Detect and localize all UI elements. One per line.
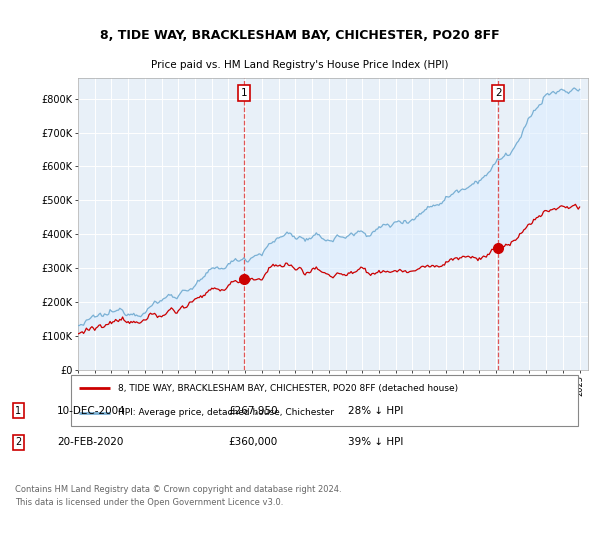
Text: 10-DEC-2004: 10-DEC-2004	[57, 406, 126, 416]
Text: £267,950: £267,950	[228, 406, 278, 416]
Text: 1: 1	[15, 406, 21, 416]
Text: 28% ↓ HPI: 28% ↓ HPI	[348, 406, 403, 416]
Text: Price paid vs. HM Land Registry's House Price Index (HPI): Price paid vs. HM Land Registry's House …	[151, 60, 449, 70]
Text: 2: 2	[495, 88, 502, 98]
Text: 20-FEB-2020: 20-FEB-2020	[57, 437, 124, 447]
FancyBboxPatch shape	[71, 375, 578, 426]
Text: 39% ↓ HPI: 39% ↓ HPI	[348, 437, 403, 447]
Text: 2: 2	[15, 437, 21, 447]
Text: £360,000: £360,000	[228, 437, 277, 447]
Text: 1: 1	[241, 88, 247, 98]
Text: 8, TIDE WAY, BRACKLESHAM BAY, CHICHESTER, PO20 8FF: 8, TIDE WAY, BRACKLESHAM BAY, CHICHESTER…	[100, 29, 500, 42]
Text: 8, TIDE WAY, BRACKLESHAM BAY, CHICHESTER, PO20 8FF (detached house): 8, TIDE WAY, BRACKLESHAM BAY, CHICHESTER…	[118, 384, 458, 393]
Text: Contains HM Land Registry data © Crown copyright and database right 2024.: Contains HM Land Registry data © Crown c…	[15, 484, 341, 493]
Text: This data is licensed under the Open Government Licence v3.0.: This data is licensed under the Open Gov…	[15, 498, 283, 507]
Text: HPI: Average price, detached house, Chichester: HPI: Average price, detached house, Chic…	[118, 408, 334, 417]
